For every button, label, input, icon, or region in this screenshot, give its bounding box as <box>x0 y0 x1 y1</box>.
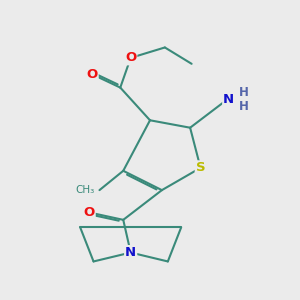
Text: CH₃: CH₃ <box>76 185 95 195</box>
Text: N: N <box>223 93 234 106</box>
Text: O: O <box>83 206 95 219</box>
Text: H: H <box>239 85 249 98</box>
Text: N: N <box>125 246 136 259</box>
Text: O: O <box>125 51 136 64</box>
Text: H: H <box>239 100 249 113</box>
Text: O: O <box>86 68 98 81</box>
Text: S: S <box>196 161 205 174</box>
